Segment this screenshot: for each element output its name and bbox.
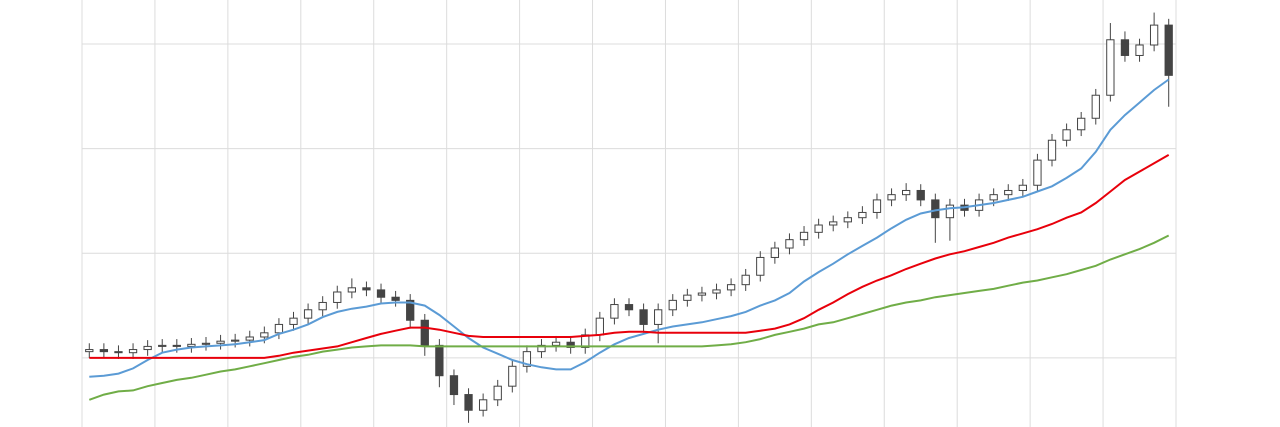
moving-average-line [89,154,1170,359]
candle-body [843,217,852,223]
candle-body [260,332,269,338]
candle-body [697,292,707,296]
candle-body [624,304,634,311]
candle-body [1047,139,1057,161]
candle-body [595,317,604,336]
candle-body [916,189,925,201]
candle-body [931,199,940,219]
candle-body [1033,159,1042,186]
candle-body [829,221,838,226]
candle-body [245,336,254,341]
moving-average-line [88,234,1170,401]
candle-body [1135,44,1144,56]
candle-body [741,274,750,286]
candle-body [785,239,794,249]
candle-body [478,399,488,411]
candle-body [464,394,473,411]
candle-body [376,289,386,298]
candle-body [99,349,109,353]
candle-body [143,345,152,351]
candle-body [1149,24,1159,46]
candle-body [318,301,327,311]
candle-body [435,344,444,377]
candle-body [493,385,502,401]
candle-body [289,317,298,325]
candle-body [347,287,356,293]
candle-body [274,323,284,334]
candle-body [1106,39,1115,96]
candle-body [406,299,415,321]
candle-body [814,224,823,233]
candle-body [712,289,721,294]
candle-body [391,296,400,301]
candle-body [303,309,313,319]
candle-body [231,339,240,342]
candle-body [449,375,459,396]
candle-body [799,231,809,241]
candle-body [872,199,882,213]
candle-body [756,256,765,276]
candle-body [537,344,546,353]
candle-body [902,189,911,196]
candle-body [726,284,736,291]
candle-body [1062,129,1071,141]
candle-body [158,344,167,347]
candle-body [1018,184,1027,191]
candle-body [187,343,196,347]
candle-body [216,340,225,344]
candle-body [683,294,692,301]
candle-body [522,351,532,367]
moving-average-line [89,78,1170,378]
candle-body [201,342,211,345]
candle-body [1004,189,1013,196]
candle-body [770,247,780,258]
candle-body [989,194,998,201]
candle-body [551,341,561,346]
candle-body [1077,117,1086,131]
candle-body [1091,94,1100,119]
candle-body [858,211,867,219]
candle-body [887,194,896,201]
candle-body [128,349,138,354]
candle-body [639,309,648,325]
candle-body [508,365,517,387]
candle-body [668,299,677,311]
candle-body [420,319,429,346]
candle-body [172,344,181,347]
candle-body [1120,39,1130,56]
candle-body [945,204,955,219]
candle-body [566,341,575,348]
candle-body [333,291,342,303]
candle-body [610,304,619,319]
candle-body [1164,24,1173,76]
candle-body [85,349,94,353]
candle-body [654,309,663,325]
candle-body [114,351,123,354]
candle-body [362,287,371,291]
